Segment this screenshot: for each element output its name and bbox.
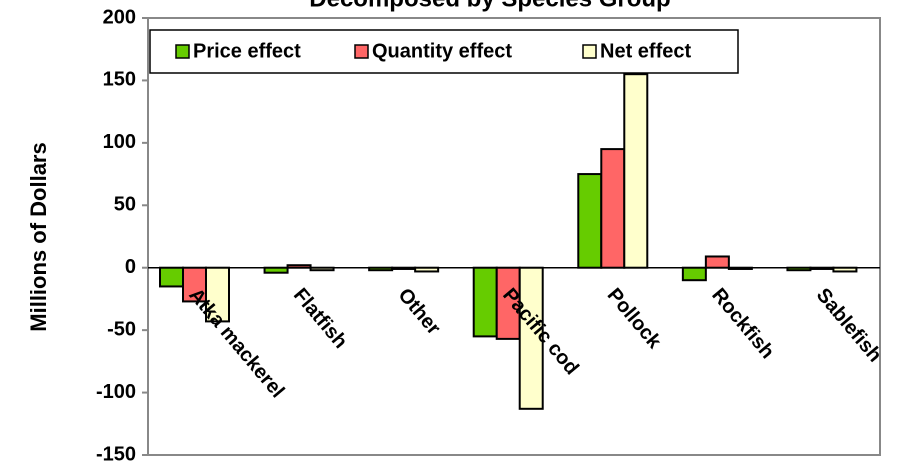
- y-tick-label: 100: [103, 131, 136, 153]
- bar: [577, 173, 603, 269]
- chart-title: Decomposed by Species Group: [309, 0, 670, 12]
- legend-swatch: [175, 44, 190, 59]
- plot-frame: [147, 17, 881, 456]
- y-tick-label: 50: [114, 194, 136, 216]
- bar: [159, 266, 184, 288]
- y-tick-label: -100: [96, 381, 136, 403]
- y-tick-label: 0: [125, 256, 136, 278]
- bar: [704, 255, 730, 269]
- y-tick-label: -50: [107, 318, 136, 340]
- legend-swatch: [354, 44, 369, 59]
- y-tick-label: -150: [96, 443, 136, 465]
- y-tick-label: 150: [103, 69, 136, 91]
- bar: [681, 266, 707, 282]
- bar: [472, 266, 498, 338]
- legend-label: Price effect: [193, 40, 301, 62]
- bar: [600, 148, 626, 269]
- legend-label: Quantity effect: [372, 40, 512, 62]
- y-axis-label: Millions of Dollars: [26, 142, 51, 331]
- legend-label: Net effect: [600, 40, 691, 62]
- legend-box: [149, 29, 739, 74]
- x-tick-label: Pollock: [603, 284, 666, 353]
- x-tick-label: Flatfish: [289, 284, 352, 353]
- bar: [623, 73, 649, 269]
- legend-swatch: [582, 44, 597, 59]
- x-tick-label: Other: [394, 284, 445, 339]
- x-tick-label: Sablefish: [812, 284, 886, 366]
- x-tick-label: Rockfish: [707, 284, 778, 363]
- x-tick-label: Atka mackerel: [184, 284, 288, 402]
- y-tick-label: 200: [103, 6, 136, 28]
